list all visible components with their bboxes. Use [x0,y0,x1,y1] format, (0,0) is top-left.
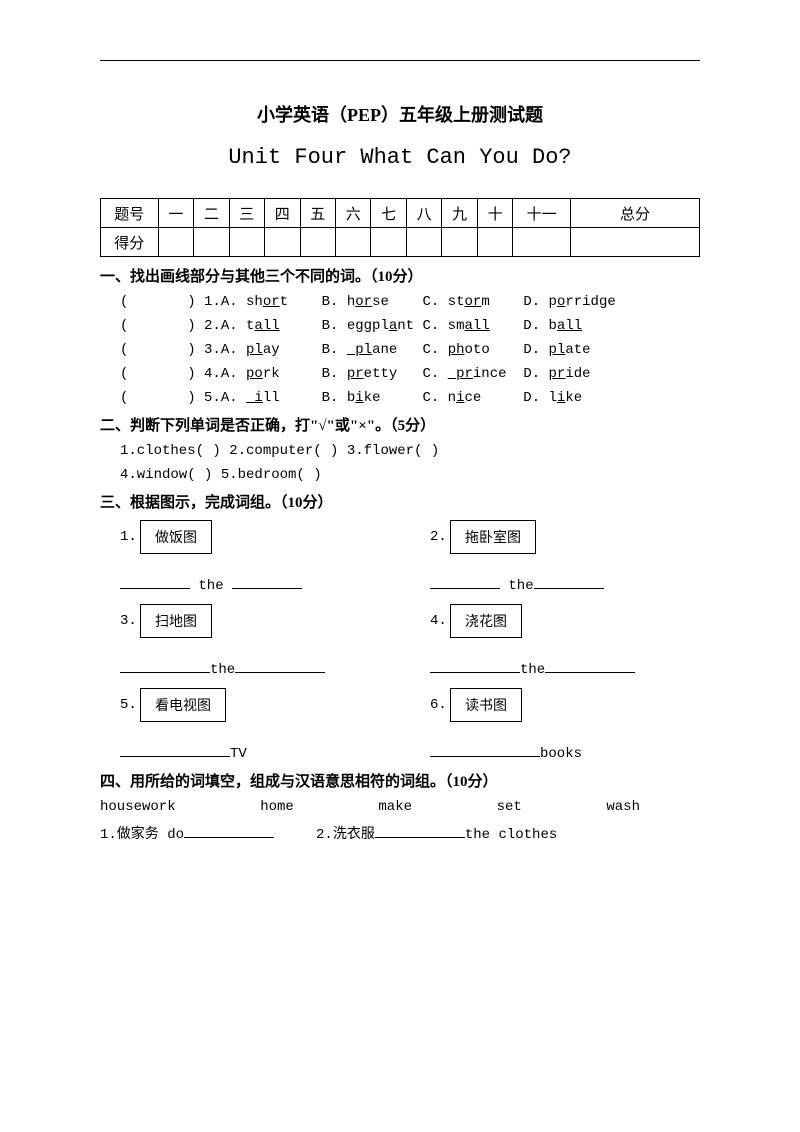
cell [442,228,477,257]
cell: 一 [158,199,193,228]
q4-a: 1.做家务 do [100,827,184,843]
word: housework [100,799,176,815]
image-placeholder: 做饭图 [140,520,212,554]
cell: 得分 [101,228,159,257]
picture-cell: 3.扫地图the [120,604,390,678]
score-table: 题号 一 二 三 四 五 六 七 八 九 十 十一 总分 得分 [100,198,700,257]
cell [406,228,441,257]
question-3-grid: 1.做饭图 the 2.拖卧室图 the 3.扫地图the 4.浇花图the 5.看电… [120,520,700,762]
word: make [378,799,412,815]
cell [571,228,700,257]
blank [375,823,465,838]
cell [477,228,512,257]
question-4-wordbank: housework home make set wash [100,799,640,815]
cell: 八 [406,199,441,228]
cell [335,228,370,257]
cell: 十 [477,199,512,228]
cell: 九 [442,199,477,228]
image-placeholder: 拖卧室图 [450,520,536,554]
cell: 七 [371,199,406,228]
question-4-row-1: 1.做家务 do 2.洗衣服 the clothes [100,823,700,843]
picture-cell: 5.看电视图TV [120,688,390,762]
question-2-line-1: 1.clothes( ) 2.computer( ) 3.flower( ) [120,443,700,459]
title-line-1: 小学英语（PEP）五年级上册测试题 [100,101,700,127]
q4-c: the clothes [465,827,557,843]
cell: 三 [229,199,264,228]
cell: 二 [194,199,229,228]
q4-b: 2.洗衣服 [316,827,375,843]
section-2-title: 二、判断下列单词是否正确，打"√"或"×"。（5分） [100,414,700,435]
cell: 题号 [101,199,159,228]
word: set [497,799,522,815]
cell [229,228,264,257]
section-4-title: 四、用所给的词填空，组成与汉语意思相符的词组。（10分） [100,770,700,791]
cell: 四 [265,199,300,228]
word: wash [606,799,640,815]
cell [194,228,229,257]
picture-cell: 1.做饭图 the [120,520,390,594]
cell: 五 [300,199,335,228]
cell [513,228,571,257]
cell [158,228,193,257]
image-placeholder: 看电视图 [140,688,226,722]
title-line-2: Unit Four What Can You Do? [100,145,700,170]
word: home [260,799,294,815]
cell [300,228,335,257]
cell: 总分 [571,199,700,228]
image-placeholder: 扫地图 [140,604,212,638]
cell [265,228,300,257]
table-row: 题号 一 二 三 四 五 六 七 八 九 十 十一 总分 [101,199,700,228]
question-1-list: ( ) 1.A. short B. horse C. storm D. porr… [100,294,700,406]
question-row: ( ) 3.A. play B. plane C. photo D. plate [120,342,700,358]
question-row: ( ) 2.A. tall B. eggplant C. small D. ba… [120,318,700,334]
section-1-title: 一、找出画线部分与其他三个不同的词。（10分） [100,265,700,286]
section-3-title: 三、根据图示，完成词组。（10分） [100,491,700,512]
table-row: 得分 [101,228,700,257]
page: 小学英语（PEP）五年级上册测试题 Unit Four What Can You… [0,0,800,1132]
top-divider [100,60,700,61]
question-row: ( ) 4.A. pork B. pretty C. prince D. pri… [120,366,700,382]
image-placeholder: 读书图 [450,688,522,722]
cell: 六 [335,199,370,228]
cell: 十一 [513,199,571,228]
picture-cell: 2.拖卧室图 the [430,520,700,594]
question-2-line-2: 4.window( ) 5.bedroom( ) [120,467,700,483]
picture-cell: 4.浇花图the [430,604,700,678]
blank [184,823,274,838]
question-row: ( ) 1.A. short B. horse C. storm D. porr… [120,294,700,310]
picture-cell: 6.读书图books [430,688,700,762]
cell [371,228,406,257]
question-row: ( ) 5.A. ill B. bike C. nice D. like [120,390,700,406]
image-placeholder: 浇花图 [450,604,522,638]
